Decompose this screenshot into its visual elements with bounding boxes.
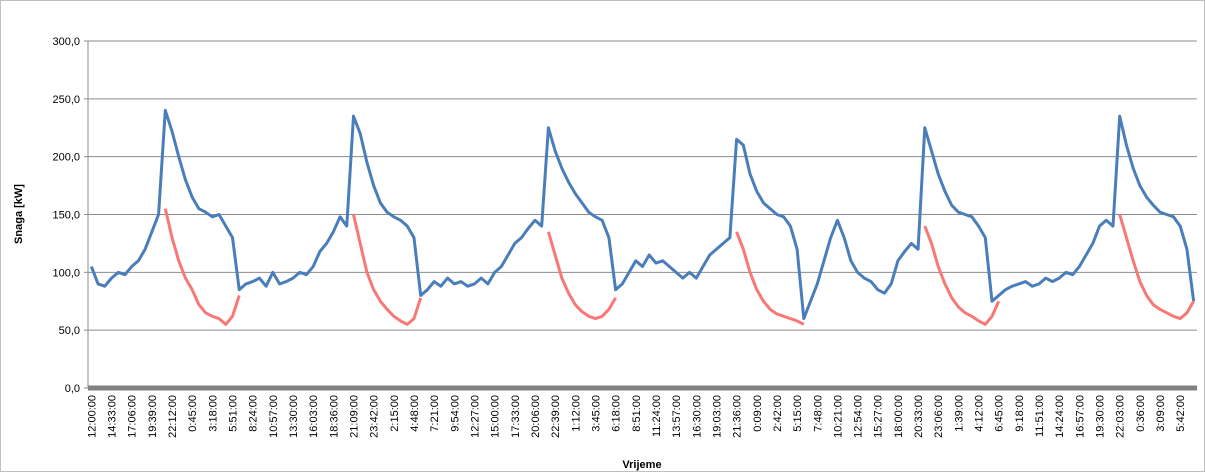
- x-tick-label: 21:09:00: [348, 395, 360, 438]
- x-tick-label: 19:30:00: [1095, 395, 1107, 438]
- x-tick-label: 22:39:00: [550, 395, 562, 438]
- series-line: [89, 108, 1196, 321]
- x-tick-label: 10:57:00: [268, 395, 280, 438]
- x-tick-label: 18:00:00: [893, 395, 905, 438]
- x-tick-label: 17:06:00: [127, 395, 139, 438]
- x-tick-label: 14:24:00: [1054, 395, 1066, 438]
- x-tick-label: 21:36:00: [732, 395, 744, 438]
- x-tick-label: 1:12:00: [570, 395, 582, 432]
- x-tick-label: 2:42:00: [772, 395, 784, 432]
- x-tick-label: 3:45:00: [590, 395, 602, 432]
- x-tick-label: 23:06:00: [933, 395, 945, 438]
- x-tick-label: 16:57:00: [1074, 395, 1086, 438]
- x-tick-label: 13:30:00: [288, 395, 300, 438]
- x-tick-label: 2:15:00: [389, 395, 401, 432]
- x-tick-label: 4:12:00: [974, 395, 986, 432]
- y-tick-label: 100,0: [52, 267, 80, 279]
- x-tick-label: 12:27:00: [469, 395, 481, 438]
- x-tick-label: 20:06:00: [530, 395, 542, 438]
- x-tick-label: 5:15:00: [792, 395, 804, 432]
- x-tick-label: 0:36:00: [1135, 395, 1147, 432]
- y-tick-label: 250,0: [52, 94, 80, 106]
- x-tick-label: 13:57:00: [671, 395, 683, 438]
- x-tick-label: 4:48:00: [409, 395, 421, 432]
- y-tick-label: 200,0: [52, 152, 80, 164]
- x-tick-label: 14:33:00: [107, 395, 119, 438]
- x-tick-label: 15:27:00: [873, 395, 885, 438]
- x-tick-label: 19:03:00: [711, 395, 723, 438]
- x-tick-label: 9:54:00: [449, 395, 461, 432]
- x-tick-label: 1:39:00: [953, 395, 965, 432]
- x-tick-label: 0:45:00: [187, 395, 199, 432]
- x-axis-title: Vrijeme: [622, 459, 661, 471]
- x-tick-label: 8:51:00: [631, 395, 643, 432]
- y-tick-label: 0,0: [65, 383, 80, 395]
- x-tick-label: 9:18:00: [1014, 395, 1026, 432]
- x-tick-label: 23:42:00: [369, 395, 381, 438]
- x-tick-label: 11:51:00: [1034, 395, 1046, 437]
- x-tick-label: 11:24:00: [651, 395, 663, 437]
- x-tick-label: 18:36:00: [328, 395, 340, 438]
- x-tick-label: 12:54:00: [853, 395, 865, 438]
- x-tick-label: 5:51:00: [228, 395, 240, 432]
- y-tick-label: 150,0: [52, 210, 80, 222]
- x-tick-label: 16:03:00: [308, 395, 320, 438]
- series-line: [163, 208, 1195, 326]
- y-axis-title: Snaga [kW]: [13, 184, 25, 244]
- y-tick-label: 300,0: [52, 36, 80, 48]
- x-tick-label: 8:24:00: [248, 395, 260, 432]
- x-tick-label: 12:00:00: [86, 395, 98, 438]
- x-tick-label: 6:45:00: [994, 395, 1006, 432]
- x-tick-label: 10:21:00: [832, 395, 844, 438]
- x-tick-label: 3:18:00: [207, 395, 219, 432]
- x-tick-label: 19:39:00: [147, 395, 159, 438]
- x-tick-label: 5:42:00: [1175, 395, 1187, 432]
- x-tick-label: 7:21:00: [429, 395, 441, 432]
- x-tick-label: 15:00:00: [490, 395, 502, 438]
- x-tick-label: 22:03:00: [1115, 395, 1127, 438]
- x-tick-label: 6:18:00: [611, 395, 623, 432]
- x-tick-label: 20:33:00: [913, 395, 925, 438]
- y-tick-label: 50,0: [59, 325, 80, 337]
- x-tick-label: 22:12:00: [167, 395, 179, 438]
- x-tick-label: 17:33:00: [510, 395, 522, 438]
- x-tick-label: 3:09:00: [1155, 395, 1167, 432]
- x-tick-label: 16:30:00: [691, 395, 703, 438]
- x-tick-label: 0:09:00: [752, 395, 764, 432]
- x-tick-label: 7:48:00: [812, 395, 824, 432]
